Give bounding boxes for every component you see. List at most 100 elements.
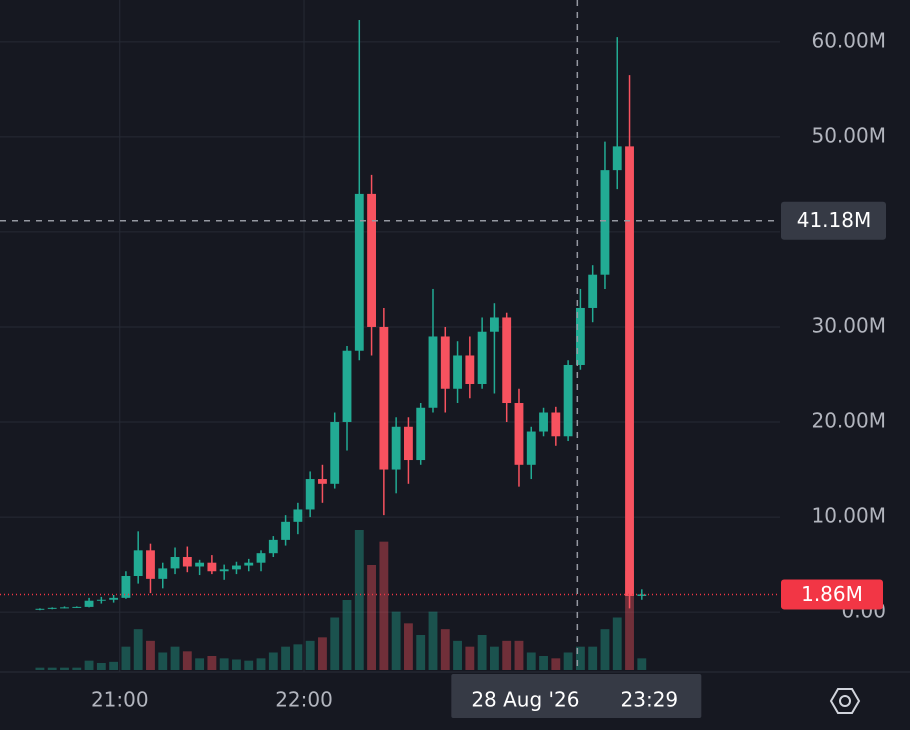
- x-tick-label: 22:00: [275, 688, 333, 712]
- volume-bar: [170, 646, 180, 670]
- volume-bar: [281, 646, 291, 670]
- volume-bar: [96, 663, 106, 670]
- volume-bar: [526, 652, 536, 670]
- candle-body: [256, 553, 266, 563]
- candle-body: [109, 597, 119, 600]
- volume-bar: [379, 541, 389, 670]
- candle-body: [600, 170, 610, 275]
- candle-body: [219, 569, 229, 572]
- volume-bar: [354, 530, 364, 670]
- volume-bar: [182, 651, 192, 670]
- volume-bar: [318, 637, 327, 670]
- candle-body: [293, 509, 303, 522]
- volume-bar: [465, 646, 475, 670]
- volume-layer: [35, 530, 647, 670]
- candle-body: [367, 193, 376, 327]
- settings-circle: [839, 695, 851, 707]
- candle-body: [232, 565, 241, 570]
- volume-bar: [514, 640, 524, 670]
- candle-body: [625, 146, 634, 596]
- candle-body: [575, 307, 585, 365]
- candle-body: [281, 521, 291, 540]
- candle-body: [96, 599, 106, 601]
- candle-body: [268, 539, 278, 554]
- volume-bar: [428, 611, 438, 670]
- volume-bar: [367, 565, 376, 670]
- candle-body: [526, 431, 536, 465]
- volume-bar: [539, 656, 548, 670]
- volume-bar: [84, 660, 94, 670]
- candle-body: [72, 606, 82, 608]
- volume-bar: [477, 635, 487, 670]
- volume-bar: [489, 646, 499, 670]
- volume-bar: [109, 661, 119, 670]
- y-tick-label: 20.00M: [811, 409, 886, 433]
- candle-body: [195, 562, 205, 567]
- volume-bar: [391, 611, 401, 670]
- candle-body: [502, 317, 512, 404]
- candle-body: [391, 426, 401, 470]
- volume-bar: [588, 646, 598, 670]
- candle-body: [440, 336, 450, 389]
- candle-body: [146, 550, 155, 579]
- volume-bar: [268, 652, 278, 670]
- candle-body: [318, 479, 327, 484]
- crosshair-price-box: [781, 201, 886, 240]
- crosshair-date-label: 28 Aug '26: [471, 688, 579, 712]
- volume-bar: [330, 617, 340, 670]
- last-price-box: [781, 579, 883, 610]
- crosshair-time-box: [451, 674, 702, 718]
- settings-hexagon: [829, 688, 861, 714]
- volume-bar: [563, 652, 573, 670]
- volume-bar: [625, 570, 634, 670]
- candle-body: [207, 562, 217, 572]
- candle-body: [379, 326, 389, 470]
- candle-body: [133, 550, 143, 576]
- candle-body: [35, 608, 45, 610]
- volume-bar: [404, 623, 413, 670]
- candle-body: [158, 568, 168, 579]
- candle-body: [477, 331, 487, 384]
- last-price-label: 1.86M: [801, 582, 863, 606]
- candle-body: [121, 576, 131, 598]
- overlay-layer: 0.0010.00M20.00M30.00M40.00M50.00M60.00M…: [0, 0, 886, 718]
- candle-body: [563, 364, 573, 437]
- candle-body: [514, 403, 524, 465]
- y-tick-label: 10.00M: [811, 504, 886, 528]
- y-tick-label: 50.00M: [811, 123, 886, 147]
- volume-bar: [244, 660, 254, 670]
- settings-button[interactable]: [829, 688, 861, 714]
- volume-bar: [133, 629, 143, 670]
- volume-bar: [637, 658, 647, 670]
- candle-body: [170, 556, 180, 569]
- candle-body: [60, 607, 69, 609]
- volume-bar: [146, 640, 155, 670]
- volume-bar: [440, 629, 450, 670]
- volume-bar: [256, 658, 266, 670]
- candle-body: [539, 412, 548, 432]
- candle-body: [416, 407, 426, 461]
- candle-body: [47, 607, 57, 609]
- y-tick-label: 60.00M: [811, 28, 886, 52]
- candle-body: [489, 317, 499, 332]
- volume-bar: [305, 640, 315, 670]
- candle-body: [182, 556, 192, 567]
- volume-bar: [575, 646, 585, 670]
- candle-body: [342, 350, 352, 423]
- candle-body: [551, 412, 561, 437]
- volume-bar: [60, 667, 69, 670]
- candle-body: [588, 274, 598, 308]
- crosshair-price-label: 41.18M: [797, 208, 872, 232]
- candle-body: [428, 336, 438, 408]
- candle-body: [637, 594, 647, 596]
- candle-layer: [35, 19, 647, 611]
- volume-bar: [195, 658, 205, 670]
- candle-body: [84, 600, 94, 607]
- grid-layer: [0, 0, 780, 672]
- volume-bar: [121, 646, 131, 670]
- x-tick-label: 21:00: [91, 688, 149, 712]
- y-tick-label: 30.00M: [811, 313, 886, 337]
- candle-body: [612, 146, 622, 171]
- volume-bar: [293, 644, 303, 670]
